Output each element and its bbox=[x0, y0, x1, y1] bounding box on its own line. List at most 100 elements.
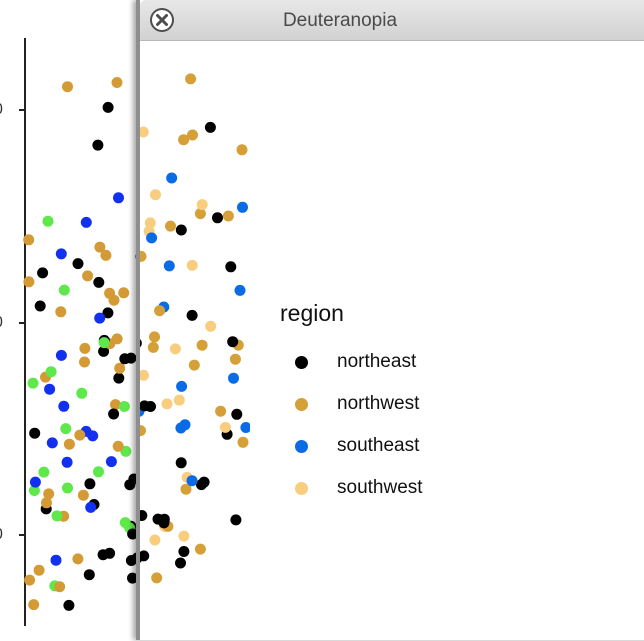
scatter-point bbox=[146, 232, 158, 244]
scatter-point bbox=[41, 497, 52, 509]
scatter-point bbox=[127, 528, 139, 540]
scatter-point bbox=[51, 510, 63, 522]
scatter-point bbox=[147, 341, 159, 353]
scatter-point bbox=[114, 362, 126, 374]
scatter-point bbox=[112, 440, 124, 452]
legend-item-southwest: southwest bbox=[280, 467, 423, 509]
window-title: Deuteranopia bbox=[282, 10, 398, 31]
scatter-point bbox=[228, 372, 239, 384]
scatter-point bbox=[92, 139, 104, 151]
scatter-point bbox=[140, 126, 149, 138]
scatter-point bbox=[231, 408, 243, 420]
legend-label: northwest bbox=[337, 393, 420, 414]
scatter-point bbox=[98, 337, 110, 349]
scatter-point bbox=[176, 380, 188, 392]
legend-label: northeast bbox=[337, 351, 417, 372]
scatter-point bbox=[219, 421, 231, 433]
scatter-point bbox=[227, 336, 239, 348]
scatter-point bbox=[144, 217, 156, 229]
scatter-point bbox=[58, 284, 70, 296]
scatter-point bbox=[229, 353, 241, 365]
deuteranopia-window[interactable]: Deuteranopia region northeast northwest … bbox=[136, 0, 644, 640]
scatter-point bbox=[42, 215, 54, 227]
scatter-point bbox=[169, 343, 181, 355]
y-tick-label: 0 bbox=[0, 102, 3, 118]
scatter-point bbox=[179, 419, 191, 431]
scatter-point bbox=[194, 543, 206, 555]
y-tick-label: 0 bbox=[0, 527, 3, 543]
legend-key-southwest bbox=[295, 481, 308, 495]
scatter-point bbox=[194, 208, 206, 220]
scatter-point bbox=[93, 466, 104, 478]
scatter-point bbox=[94, 312, 106, 324]
scatter-point bbox=[37, 267, 49, 279]
scatter-point bbox=[80, 216, 92, 228]
scatter-point bbox=[85, 501, 97, 513]
window-titlebar[interactable]: Deuteranopia bbox=[140, 0, 644, 41]
legend-key-northwest bbox=[295, 397, 308, 411]
scatter-point bbox=[158, 513, 170, 525]
scatter-point bbox=[105, 456, 117, 468]
close-icon[interactable] bbox=[150, 8, 174, 32]
scatter-point bbox=[118, 401, 130, 412]
scatter-point bbox=[72, 258, 84, 270]
scatter-point bbox=[113, 372, 125, 384]
scatter-point bbox=[62, 81, 73, 93]
scatter-point bbox=[173, 394, 185, 406]
scatter-point bbox=[175, 224, 187, 236]
scatter-point bbox=[63, 438, 75, 450]
scatter-point bbox=[185, 73, 197, 85]
scatter-point bbox=[24, 574, 36, 586]
scatter-point bbox=[175, 557, 186, 569]
background-scatter-plot bbox=[19, 38, 148, 626]
scatter-point bbox=[234, 284, 246, 296]
scatter-point bbox=[187, 129, 198, 141]
scatter-point bbox=[63, 599, 75, 611]
scatter-point bbox=[74, 429, 86, 441]
scatter-point bbox=[205, 320, 217, 332]
scatter-point bbox=[98, 345, 110, 357]
scatter-point bbox=[196, 199, 208, 211]
scatter-point bbox=[60, 423, 72, 435]
scatter-point bbox=[186, 309, 198, 321]
scatter-point bbox=[102, 101, 114, 113]
scatter-point bbox=[83, 569, 95, 581]
scatter-point bbox=[140, 250, 147, 262]
y-tick-label: 0 bbox=[0, 315, 3, 331]
scatter-point bbox=[79, 356, 90, 368]
scatter-point bbox=[82, 270, 94, 282]
scatter-point bbox=[23, 276, 35, 288]
scatter-point bbox=[150, 189, 161, 201]
scatter-point bbox=[54, 581, 66, 593]
scatter-point bbox=[140, 400, 150, 412]
scatter-point bbox=[215, 405, 227, 417]
scatter-point bbox=[178, 546, 190, 557]
scatter-point bbox=[237, 201, 248, 213]
legend-item-southeast: southeast bbox=[280, 425, 423, 467]
legend-key-northeast bbox=[295, 355, 308, 369]
scatter-point bbox=[55, 248, 67, 260]
scatter-point bbox=[100, 249, 112, 261]
scatter-point bbox=[46, 437, 58, 449]
legend-label: southwest bbox=[337, 477, 423, 498]
scatter-point bbox=[154, 305, 166, 317]
scatter-point bbox=[127, 572, 138, 584]
scatter-point bbox=[45, 366, 57, 378]
scatter-point bbox=[23, 234, 35, 246]
scatter-point bbox=[140, 339, 142, 348]
scatter-point bbox=[178, 530, 190, 542]
scatter-point bbox=[93, 276, 105, 288]
legend-item-northeast: northeast bbox=[280, 341, 423, 383]
scatter-point bbox=[161, 398, 173, 410]
scatter-point bbox=[240, 422, 250, 433]
scatter-point bbox=[87, 430, 99, 442]
scatter-point bbox=[29, 427, 41, 439]
legend-title: region bbox=[280, 300, 344, 326]
scatter-point bbox=[204, 121, 216, 133]
scatter-point bbox=[140, 553, 143, 563]
scatter-point bbox=[44, 383, 56, 395]
scatter-point bbox=[196, 339, 208, 351]
scatter-point bbox=[43, 488, 55, 500]
scatter-point bbox=[140, 510, 148, 521]
scatter-point bbox=[33, 564, 45, 576]
